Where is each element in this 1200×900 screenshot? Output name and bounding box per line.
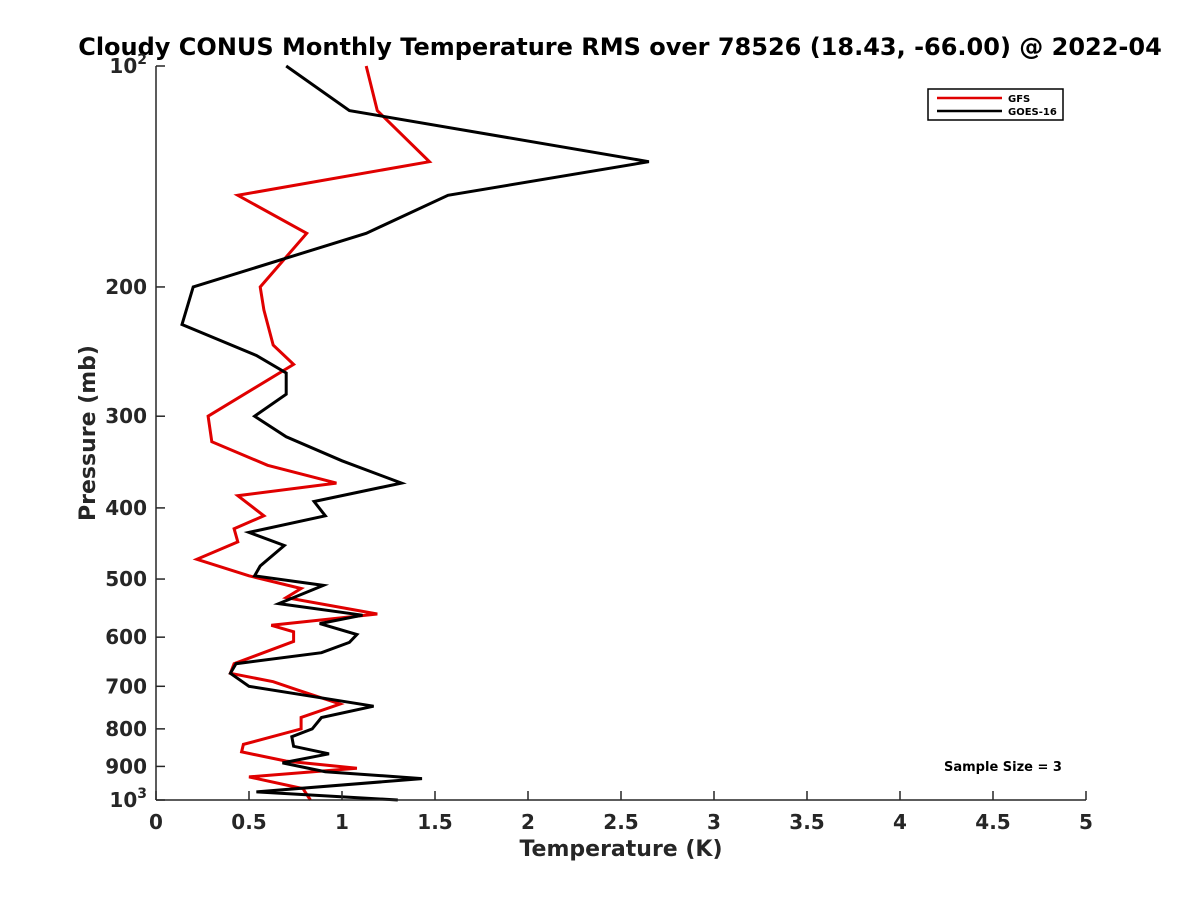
chart-title: Cloudy CONUS Monthly Temperature RMS ove… [78, 33, 1162, 61]
x-tick-label: 4.5 [975, 810, 1010, 834]
x-axis-label: Temperature (K) [519, 837, 722, 862]
x-tick-label: 0.5 [231, 810, 266, 834]
legend-entries: GFS GOES-16 [937, 94, 1057, 118]
x-tick-label: 1.5 [417, 810, 452, 834]
y-tick-label: 300 [105, 404, 147, 428]
y-tick-label: 103 [109, 786, 147, 812]
y-axis-label: Pressure (mb) [76, 345, 101, 521]
legend-label-goes-16: GOES-16 [1008, 107, 1057, 118]
y-tick-label: 102 [109, 52, 147, 78]
x-tick-label: 3 [707, 810, 721, 834]
x-tick-label: 3.5 [789, 810, 824, 834]
y-tick-label: 200 [105, 275, 147, 299]
x-tick-label: 0 [149, 810, 163, 834]
legend: GFS GOES-16 [927, 88, 1064, 121]
y-tick-label: 600 [105, 625, 147, 649]
y-tick-label: 900 [105, 754, 147, 778]
x-tick-label: 2 [521, 810, 535, 834]
y-tick-label: 400 [105, 496, 147, 520]
series-line-goes-16 [180, 64, 650, 802]
y-ticks: 102 200 300 400 500 600 700 800 900 103 [105, 52, 165, 812]
x-tick-label: 4 [893, 810, 907, 834]
x-ticks: 0 0.5 1 1.5 2 2.5 3 3.5 4 4.5 5 [149, 791, 1093, 834]
y-tick-label: 800 [105, 717, 147, 741]
legend-label-gfs: GFS [1008, 94, 1030, 105]
x-tick-label: 2.5 [603, 810, 638, 834]
series-line-gfs [192, 65, 433, 801]
plot-lines [180, 64, 650, 802]
sample-size-annotation: Sample Size = 3 [944, 760, 1062, 775]
y-tick-label: 700 [105, 674, 147, 698]
legend-box [927, 88, 1064, 121]
y-tick-label: 500 [105, 567, 147, 591]
x-tick-label: 1 [335, 810, 349, 834]
x-tick-label: 5 [1079, 810, 1093, 834]
